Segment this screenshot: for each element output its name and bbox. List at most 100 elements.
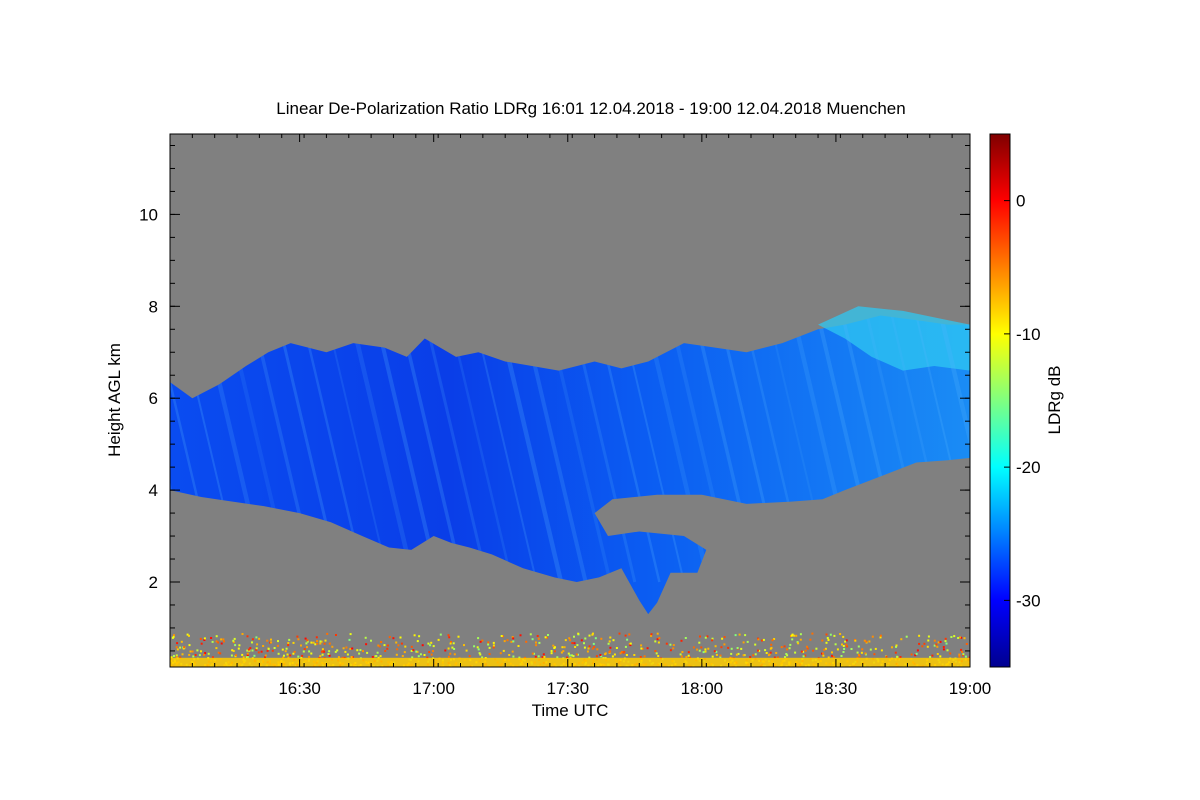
aerosol-pixel [719, 656, 722, 658]
aerosol-pixel [894, 651, 897, 654]
aerosol-pixel [413, 634, 416, 637]
aerosol-pixel [251, 641, 253, 644]
aerosol-pixel [827, 656, 830, 659]
aerosol-pixel [719, 654, 722, 657]
aerosol-pixel [312, 641, 315, 644]
aerosol-pixel [931, 654, 934, 657]
aerosol-pixel [488, 653, 491, 655]
aerosol-pixel [430, 641, 433, 644]
aerosol-pixel [757, 649, 759, 652]
y-axis-label: Height AGL km [105, 343, 124, 457]
fall-streak [325, 315, 390, 583]
aerosol-pixel [421, 644, 424, 647]
aerosol-pixel [232, 641, 235, 644]
aerosol-pixel [451, 646, 454, 649]
aerosol-pixel [780, 646, 783, 649]
aerosol-pixel [492, 646, 495, 649]
aerosol-pixel [416, 640, 419, 643]
aerosol-pixel [481, 639, 484, 642]
aerosol-pixel [806, 647, 809, 650]
aerosol-pixel [788, 647, 791, 650]
aerosol-pixel [246, 654, 249, 657]
aerosol-pixel [251, 649, 254, 652]
fall-streak [448, 315, 514, 583]
aerosol-pixel [762, 638, 765, 641]
aerosol-pixel [687, 654, 690, 657]
aerosol-pixel [305, 642, 308, 645]
aerosol-pixel [826, 637, 829, 639]
aerosol-pixel [771, 639, 774, 642]
aerosol-pixel [593, 646, 596, 648]
aerosol-pixel [802, 655, 805, 658]
aerosol-pixel [508, 654, 511, 656]
aerosol-pixel [939, 655, 942, 658]
aerosol-pixel [322, 649, 325, 652]
aerosol-pixel [537, 637, 540, 640]
aerosol-pixel [768, 653, 771, 656]
aerosol-pixel [569, 639, 572, 642]
aerosol-pixel [656, 638, 659, 641]
aerosol-pixel [736, 647, 739, 649]
y-tick-label: 2 [149, 573, 158, 592]
aerosol-pixel [640, 647, 643, 650]
aerosol-pixel [351, 656, 354, 659]
aerosol-pixel [400, 642, 403, 645]
aerosol-pixel [534, 655, 537, 658]
aerosol-pixel [964, 655, 967, 658]
aerosol-pixel [729, 656, 732, 659]
aerosol-pixel [873, 653, 876, 656]
aerosol-pixel [685, 656, 688, 658]
aerosol-pixel [575, 653, 578, 656]
aerosol-pixel [746, 640, 749, 643]
fall-streak [938, 315, 970, 583]
aerosol-pixel [447, 647, 450, 650]
aerosol-pixel [899, 656, 902, 659]
aerosol-pixel [344, 650, 347, 653]
aerosol-pixel [573, 642, 576, 645]
aerosol-pixel [769, 647, 772, 650]
plot-frame [169, 133, 971, 668]
aerosol-pixel [615, 647, 618, 649]
aerosol-pixel [942, 646, 945, 648]
aerosol-pixel [857, 645, 860, 648]
aerosol-pixel [564, 639, 567, 642]
aerosol-pixel [626, 638, 629, 641]
aerosol-pixel [583, 646, 586, 649]
aerosol-pixel [403, 651, 406, 654]
aerosol-pixel [785, 653, 788, 655]
aerosol-pixel [846, 645, 849, 648]
aerosol-pixel [180, 640, 183, 643]
aerosol-pixel [608, 651, 611, 654]
aerosol-pixel [519, 634, 522, 637]
chart-title: Linear De-Polarization Ratio LDRg 16:01 … [276, 99, 905, 118]
aerosol-pixel [535, 641, 537, 644]
aerosol-pixel [293, 650, 296, 653]
aerosol-pixel [210, 637, 213, 639]
aerosol-pixel [761, 639, 763, 642]
colorbar-tick-label: -20 [1016, 458, 1041, 477]
aerosol-pixel [714, 645, 717, 648]
aerosol-pixel [742, 654, 745, 657]
aerosol-pixel [300, 644, 302, 647]
aerosol-pixel [643, 655, 646, 658]
aerosol-pixel [264, 654, 267, 657]
aerosol-pixel [383, 644, 386, 647]
aerosol-pixel [553, 647, 556, 649]
aerosol-pixel [342, 647, 345, 650]
aerosol-pixel [572, 655, 575, 658]
aerosol-pixel [600, 637, 603, 640]
aerosol-pixel [267, 647, 270, 650]
aerosol-pixel [545, 636, 548, 639]
x-axis-label: Time UTC [532, 701, 609, 720]
aerosol-pixel [960, 648, 963, 651]
aerosol-pixel [560, 651, 563, 654]
aerosol-pixel [481, 656, 484, 659]
aerosol-pixel [444, 649, 447, 652]
aerosol-pixel [854, 639, 857, 642]
aerosol-pixel [699, 635, 701, 638]
aerosol-pixel [791, 633, 794, 636]
aerosol-pixel [316, 640, 319, 642]
aerosol-pixel [775, 652, 778, 654]
aerosol-pixel [624, 634, 627, 637]
aerosol-pixel [449, 642, 452, 645]
